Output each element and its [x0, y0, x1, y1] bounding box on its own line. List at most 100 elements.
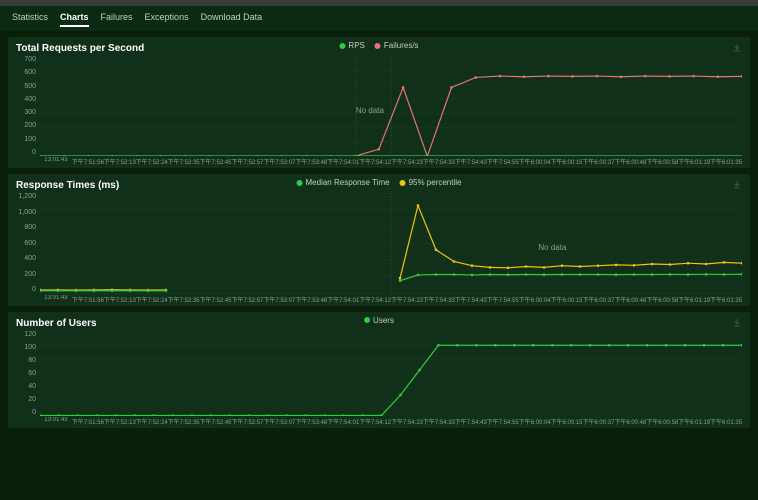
x-axis: 13:01:43下午7:51:56下午7:52:13下午7:52:24下午7:5…: [40, 417, 742, 426]
x-tick: 下午7:52:57: [231, 157, 263, 166]
y-tick: 700: [16, 56, 36, 63]
legend-label: Median Response Time: [306, 178, 390, 187]
y-tick: 0: [16, 409, 36, 416]
legend-dot: [339, 43, 345, 49]
x-tick: 下午6:00:58: [646, 417, 678, 426]
y-tick: 600: [16, 69, 36, 76]
x-tick: 下午7:52:35: [168, 157, 200, 166]
x-tick: 下午7:52:45: [200, 157, 232, 166]
legend-dot: [375, 43, 381, 49]
x-tick: 下午7:52:24: [136, 295, 168, 304]
download-icon[interactable]: [732, 318, 742, 328]
x-tick: 下午7:51:56: [72, 157, 104, 166]
x-tick: 下午7:54:01: [327, 157, 359, 166]
y-tick: 100: [16, 344, 36, 351]
x-tick: 下午6:00:58: [646, 295, 678, 304]
plot-area: No data: [40, 193, 742, 293]
tab-statistics[interactable]: Statistics: [12, 12, 48, 27]
y-tick: 0: [16, 286, 36, 293]
legend-dot: [297, 180, 303, 186]
chart-panel-0: Total Requests per SecondRPSFailures/s70…: [8, 37, 750, 168]
tab-charts[interactable]: Charts: [60, 12, 89, 27]
x-tick: 13:01:43: [40, 295, 72, 304]
x-tick: 下午7:54:23: [391, 295, 423, 304]
tab-bar: Statistics Charts Failures Exceptions Do…: [0, 6, 758, 31]
x-tick: 下午7:53:07: [263, 295, 295, 304]
chart-body: 1,2001,0008006004002000No data: [16, 193, 742, 293]
chart-panel-2: Number of UsersUsers12010080604020013:01…: [8, 312, 750, 428]
y-tick: 400: [16, 96, 36, 103]
y-axis: 1,2001,0008006004002000: [16, 193, 40, 293]
legend-label: RPS: [348, 41, 364, 50]
x-tick: 13:01:43: [40, 157, 72, 166]
x-tick: 下午6:00:48: [614, 295, 646, 304]
chart-panel-1: Response Times (ms)Median Response Time9…: [8, 174, 750, 305]
x-tick: 下午7:54:43: [455, 295, 487, 304]
tab-failures[interactable]: Failures: [101, 12, 133, 27]
x-tick: 下午7:52:24: [136, 157, 168, 166]
x-tick: 下午7:52:45: [200, 295, 232, 304]
x-tick: 下午6:01:19: [678, 157, 710, 166]
x-tick: 下午7:51:56: [72, 417, 104, 426]
x-tick: 下午7:54:01: [327, 417, 359, 426]
x-tick: 下午7:53:07: [263, 157, 295, 166]
x-tick: 下午6:00:37: [582, 157, 614, 166]
download-icon[interactable]: [732, 180, 742, 190]
legend-item: Failures/s: [375, 41, 419, 50]
legend-label: 95% percentile: [409, 178, 462, 187]
y-tick: 80: [16, 357, 36, 364]
x-tick: 下午7:54:12: [359, 295, 391, 304]
x-tick: 下午6:00:58: [646, 157, 678, 166]
x-tick: 下午7:54:12: [359, 417, 391, 426]
y-tick: 60: [16, 370, 36, 377]
legend-item: 95% percentile: [400, 178, 462, 187]
download-icon[interactable]: [732, 43, 742, 53]
tab-exceptions[interactable]: Exceptions: [145, 12, 189, 27]
y-tick: 1,000: [16, 209, 36, 216]
x-tick: 下午7:54:43: [455, 417, 487, 426]
x-tick: 下午6:00:15: [551, 417, 583, 426]
y-tick: 0: [16, 149, 36, 156]
x-tick: 下午7:54:23: [391, 157, 423, 166]
legend-item: Users: [364, 316, 394, 325]
x-tick: 下午7:54:55: [487, 417, 519, 426]
x-tick: 下午6:00:37: [582, 295, 614, 304]
y-tick: 200: [16, 122, 36, 129]
x-tick: 下午6:00:04: [519, 417, 551, 426]
y-tick: 800: [16, 224, 36, 231]
chart-legend: RPS Failures/s: [339, 41, 418, 50]
x-tick: 下午7:52:35: [168, 295, 200, 304]
x-tick: 下午6:00:37: [582, 417, 614, 426]
x-tick: 下午7:54:43: [455, 157, 487, 166]
plot-area: [40, 331, 742, 416]
x-tick: 下午6:01:19: [678, 417, 710, 426]
legend-label: Users: [373, 316, 394, 325]
x-tick: 下午7:52:35: [168, 417, 200, 426]
x-tick: 下午7:54:12: [359, 157, 391, 166]
x-tick: 下午6:01:35: [710, 417, 742, 426]
x-tick: 下午7:52:24: [136, 417, 168, 426]
x-tick: 下午6:00:15: [551, 157, 583, 166]
no-data-label: No data: [538, 243, 566, 252]
chart-body: 120100806040200: [16, 331, 742, 416]
x-tick: 13:01:43: [40, 417, 72, 426]
x-tick: 下午6:00:15: [551, 295, 583, 304]
x-axis: 13:01:43下午7:51:56下午7:52:13下午7:52:24下午7:5…: [40, 295, 742, 304]
chart-body: 7006005004003002001000No data: [16, 56, 742, 156]
x-tick: 下午6:01:35: [710, 157, 742, 166]
x-tick: 下午7:54:33: [423, 295, 455, 304]
chart-legend: Users: [364, 316, 394, 325]
x-tick: 下午7:51:56: [72, 295, 104, 304]
x-tick: 下午7:54:23: [391, 417, 423, 426]
plot-area: No data: [40, 56, 742, 156]
x-tick: 下午7:53:07: [263, 417, 295, 426]
legend-item: Median Response Time: [297, 178, 390, 187]
legend-dot: [400, 180, 406, 186]
legend-dot: [364, 317, 370, 323]
y-tick: 1,200: [16, 193, 36, 200]
x-tick: 下午6:01:19: [678, 295, 710, 304]
y-tick: 600: [16, 240, 36, 247]
x-tick: 下午7:52:13: [104, 417, 136, 426]
tab-download-data[interactable]: Download Data: [201, 12, 263, 27]
x-axis: 13:01:43下午7:51:56下午7:52:13下午7:52:24下午7:5…: [40, 157, 742, 166]
